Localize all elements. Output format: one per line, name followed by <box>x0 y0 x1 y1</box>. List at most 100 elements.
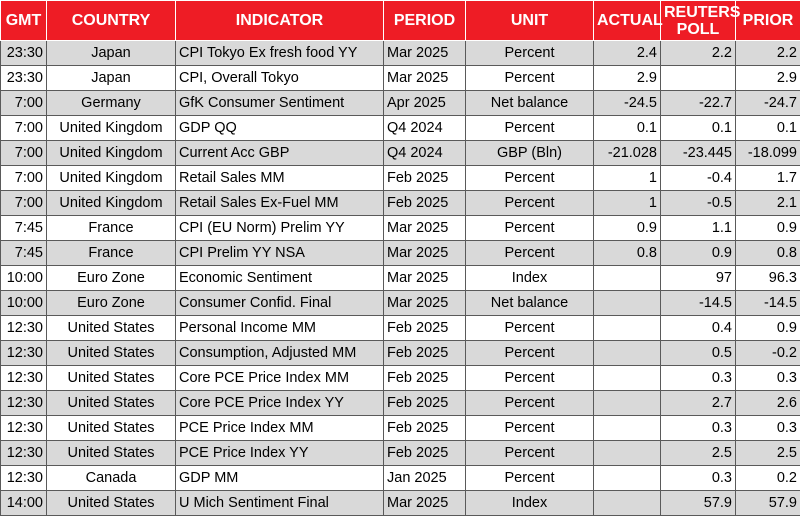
cell-country: Canada <box>46 465 176 491</box>
header-poll-line1: REUTERS <box>664 3 741 21</box>
cell-actual <box>593 265 661 291</box>
cell-indicator: CPI, Overall Tokyo <box>175 65 384 91</box>
cell-country: United States <box>46 415 176 441</box>
cell-gmt: 12:30 <box>0 390 47 416</box>
header-reuters-poll: REUTERS POLL <box>660 0 740 41</box>
cell-gmt: 7:45 <box>0 215 47 241</box>
table-row: 7:00 Germany GfK Consumer Sentiment Apr 202… <box>0 90 800 116</box>
cell-unit: Percent <box>465 115 594 141</box>
table-row: 10:00 Euro Zone Economic Sentiment Mar 2025… <box>0 265 800 291</box>
cell-prior: 0.1 <box>735 115 800 141</box>
cell-gmt: 12:30 <box>0 315 47 341</box>
cell-unit: Percent <box>465 65 594 91</box>
cell-reuters-poll: 0.1 <box>660 115 736 141</box>
cell-prior: 96.3 <box>735 265 800 291</box>
cell-reuters-poll: 2.2 <box>660 40 736 66</box>
cell-indicator: GfK Consumer Sentiment <box>175 90 384 116</box>
header-country: COUNTRY <box>46 0 176 41</box>
cell-country: Germany <box>46 90 176 116</box>
cell-indicator: Economic Sentiment <box>175 265 384 291</box>
cell-period: Mar 2025 <box>383 240 466 266</box>
cell-country: Japan <box>46 65 176 91</box>
cell-reuters-poll: -0.4 <box>660 165 736 191</box>
cell-indicator: Core PCE Price Index YY <box>175 390 384 416</box>
cell-indicator: Retail Sales MM <box>175 165 384 191</box>
cell-indicator: Core PCE Price Index MM <box>175 365 384 391</box>
cell-country: United States <box>46 390 176 416</box>
cell-prior: 0.2 <box>735 465 800 491</box>
cell-unit: Percent <box>465 390 594 416</box>
cell-unit: Percent <box>465 240 594 266</box>
cell-country: United States <box>46 490 176 516</box>
cell-prior: -18.099 <box>735 140 800 166</box>
cell-country: United States <box>46 340 176 366</box>
header-gmt: GMT <box>0 0 47 41</box>
cell-prior: 2.1 <box>735 190 800 216</box>
cell-period: Mar 2025 <box>383 65 466 91</box>
cell-indicator: GDP MM <box>175 465 384 491</box>
cell-actual: 1 <box>593 165 661 191</box>
header-poll-line2: POLL <box>676 20 720 38</box>
header-actual: ACTUAL <box>593 0 663 41</box>
cell-period: Apr 2025 <box>383 90 466 116</box>
cell-actual: 0.8 <box>593 240 661 266</box>
cell-prior: 0.9 <box>735 215 800 241</box>
cell-country: United Kingdom <box>46 165 176 191</box>
cell-gmt: 14:00 <box>0 490 47 516</box>
table-row: 7:45 France CPI (EU Norm) Prelim YY Mar 202… <box>0 215 800 241</box>
cell-unit: Index <box>465 490 594 516</box>
cell-unit: Net balance <box>465 90 594 116</box>
cell-gmt: 12:30 <box>0 340 47 366</box>
cell-reuters-poll: -14.5 <box>660 290 736 316</box>
cell-gmt: 7:00 <box>0 190 47 216</box>
table-row: 12:30 United States Consumption, Adjusted … <box>0 340 800 366</box>
cell-prior: -24.7 <box>735 90 800 116</box>
cell-unit: Percent <box>465 190 594 216</box>
cell-country: France <box>46 240 176 266</box>
cell-unit: Percent <box>465 465 594 491</box>
cell-unit: Net balance <box>465 290 594 316</box>
cell-prior: -0.2 <box>735 340 800 366</box>
cell-country: United States <box>46 365 176 391</box>
cell-indicator: Consumer Confid. Final <box>175 290 384 316</box>
cell-period: Mar 2025 <box>383 490 466 516</box>
cell-unit: Percent <box>465 415 594 441</box>
cell-period: Feb 2025 <box>383 165 466 191</box>
cell-unit: Percent <box>465 440 594 466</box>
cell-reuters-poll: 0.3 <box>660 415 736 441</box>
cell-gmt: 10:00 <box>0 290 47 316</box>
cell-unit: Percent <box>465 165 594 191</box>
cell-period: Mar 2025 <box>383 215 466 241</box>
cell-gmt: 12:30 <box>0 415 47 441</box>
cell-actual <box>593 365 661 391</box>
cell-gmt: 12:30 <box>0 465 47 491</box>
cell-reuters-poll: -22.7 <box>660 90 736 116</box>
cell-prior: 0.3 <box>735 365 800 391</box>
cell-country: Euro Zone <box>46 265 176 291</box>
header-indicator: INDICATOR <box>175 0 384 41</box>
cell-indicator: Consumption, Adjusted MM <box>175 340 384 366</box>
cell-period: Feb 2025 <box>383 365 466 391</box>
cell-actual: 2.9 <box>593 65 661 91</box>
cell-reuters-poll: -0.5 <box>660 190 736 216</box>
cell-gmt: 12:30 <box>0 440 47 466</box>
cell-gmt: 7:00 <box>0 165 47 191</box>
cell-actual: -24.5 <box>593 90 661 116</box>
cell-period: Feb 2025 <box>383 390 466 416</box>
table-row: 7:00 United Kingdom Retail Sales Ex-Fuel M… <box>0 190 800 216</box>
cell-gmt: 12:30 <box>0 365 47 391</box>
table-row: 12:30 United States Core PCE Price Index Y… <box>0 390 800 416</box>
table-row: 12:30 United States PCE Price Index YY Feb … <box>0 440 800 466</box>
cell-unit: Percent <box>465 365 594 391</box>
cell-actual: 2.4 <box>593 40 661 66</box>
cell-period: Mar 2025 <box>383 290 466 316</box>
table-row: 23:30 Japan CPI, Overall Tokyo Mar 2025 Perc… <box>0 65 800 91</box>
cell-gmt: 7:00 <box>0 90 47 116</box>
cell-country: Japan <box>46 40 176 66</box>
cell-indicator: CPI Prelim YY NSA <box>175 240 384 266</box>
cell-period: Feb 2025 <box>383 440 466 466</box>
cell-period: Feb 2025 <box>383 190 466 216</box>
cell-prior: 2.5 <box>735 440 800 466</box>
cell-period: Jan 2025 <box>383 465 466 491</box>
table-row: 7:45 France CPI Prelim YY NSA Mar 2025 Perce… <box>0 240 800 266</box>
